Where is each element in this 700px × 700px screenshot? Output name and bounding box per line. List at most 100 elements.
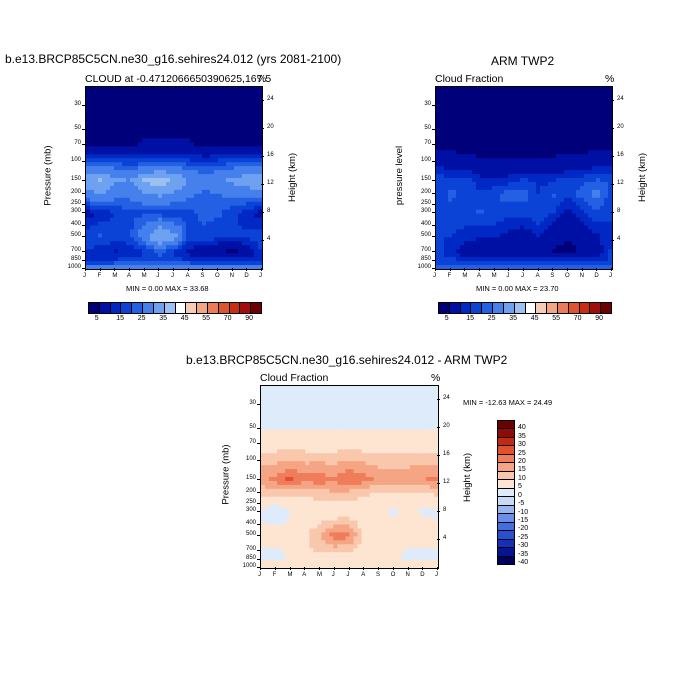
- panel2-cell: [516, 237, 521, 242]
- panel3-cell: [337, 457, 343, 462]
- panel2-cell: [608, 265, 612, 269]
- panel2-cell: [508, 213, 513, 219]
- panel1-cell: [118, 193, 123, 199]
- panel3-cell: [313, 429, 318, 435]
- panel2-cell: [584, 142, 589, 147]
- panel1-cell: [258, 189, 262, 195]
- panel2-cell: [568, 178, 573, 183]
- panel1-cell: [150, 209, 155, 215]
- panel3-cell: [309, 397, 314, 403]
- panel2-cell: [532, 90, 537, 96]
- panel1-cell: [210, 233, 215, 238]
- panel2-cell: [584, 94, 589, 100]
- panel2-cell: [592, 114, 597, 120]
- panel3-cell: [289, 437, 294, 442]
- panel2-cell: [560, 150, 565, 155]
- panel3-cell: [365, 445, 371, 450]
- panel1-cell: [242, 122, 247, 128]
- panel2-cell: [472, 265, 477, 269]
- panel3-cell: [281, 401, 286, 407]
- panel2-cell: [576, 87, 581, 92]
- panel1-cell: [226, 166, 231, 171]
- panel1-cell: [158, 146, 163, 151]
- panel1-cell: [98, 102, 103, 108]
- panel1-cell: [242, 158, 247, 163]
- panel3-cell: [409, 449, 415, 454]
- panel1-cell: [122, 253, 127, 258]
- panel3-cell: [301, 421, 306, 427]
- panel1-cell: [206, 87, 211, 92]
- panel3-cell: [325, 449, 330, 454]
- panel2-cell: [440, 265, 445, 269]
- panel2-cell: [484, 193, 489, 199]
- panel1-cell: [146, 162, 151, 167]
- panel2-cell: [460, 265, 465, 269]
- panel1-cell: [178, 130, 183, 136]
- panel1-cell: [94, 162, 99, 167]
- panel3-cell: [405, 386, 411, 391]
- panel1-cell: [154, 178, 159, 183]
- panel2-cell: [524, 142, 529, 147]
- panel1-cell: [142, 189, 147, 195]
- panel2-cell: [464, 114, 469, 120]
- panel2-cell: [600, 178, 605, 183]
- panel3-cell: [301, 401, 306, 407]
- panel1-cell: [246, 189, 251, 195]
- panel1-cell: [258, 178, 262, 183]
- panel2-cell: [568, 122, 573, 128]
- panel2-cell: [440, 205, 445, 211]
- panel1-cell: [94, 181, 99, 187]
- panel2-cell: [436, 154, 441, 159]
- panel2-cell: [580, 265, 585, 269]
- panel2-cell: [536, 162, 541, 167]
- panel1-cell: [222, 185, 227, 191]
- panel1-cell: [102, 265, 107, 269]
- panel1-cell: [90, 181, 95, 187]
- panel1-cell: [94, 197, 99, 203]
- panel2-cell: [528, 118, 533, 124]
- panel3-cell: [261, 401, 266, 407]
- panel1-cell: [178, 102, 183, 108]
- panel2-cell: [572, 217, 577, 223]
- panel2-cell: [468, 98, 473, 104]
- panel1-cell: [214, 209, 219, 215]
- panel2-cell: [508, 126, 513, 132]
- panel1-cell: [162, 217, 167, 223]
- colorbar-swatch: [536, 303, 548, 313]
- panel1-cell: [90, 170, 95, 175]
- panel3-cell: [405, 429, 411, 435]
- panel1-cell: [254, 162, 259, 167]
- panel1-cell: [258, 118, 262, 124]
- panel2-cell: [548, 126, 553, 132]
- panel1-cell: [118, 225, 123, 231]
- colorbar-swatch: [240, 303, 252, 313]
- panel2-cell: [524, 150, 529, 155]
- panel1-cell: [258, 185, 262, 191]
- panel3-cell: [265, 389, 270, 395]
- panel1-cell: [254, 221, 259, 227]
- panel2-cell: [532, 134, 537, 140]
- panel1-cell: [146, 237, 151, 242]
- panel2-cell: [604, 130, 609, 136]
- panel2-cell: [440, 122, 445, 128]
- panel1-cell: [90, 94, 95, 100]
- panel2-cell: [520, 98, 525, 104]
- panel1-cell: [178, 126, 183, 132]
- panel3-cell: [377, 433, 383, 439]
- panel1-cell: [90, 102, 95, 108]
- panel2-cell: [500, 134, 505, 140]
- panel1-cell: [154, 110, 159, 116]
- panel2-cell: [532, 245, 537, 250]
- panel2-cell: [476, 181, 481, 187]
- panel2-cell: [556, 233, 561, 238]
- panel2-cell: [452, 162, 457, 167]
- panel1-cell: [202, 162, 207, 167]
- panel2-cell: [452, 87, 457, 92]
- panel2-cell: [596, 233, 601, 238]
- panel2-cell: [552, 229, 557, 234]
- panel1-cell: [106, 213, 111, 219]
- panel1-cell: [162, 142, 167, 147]
- panel1-cell: [122, 138, 127, 143]
- panel1-cell: [246, 90, 251, 96]
- panel1-cell: [114, 249, 119, 254]
